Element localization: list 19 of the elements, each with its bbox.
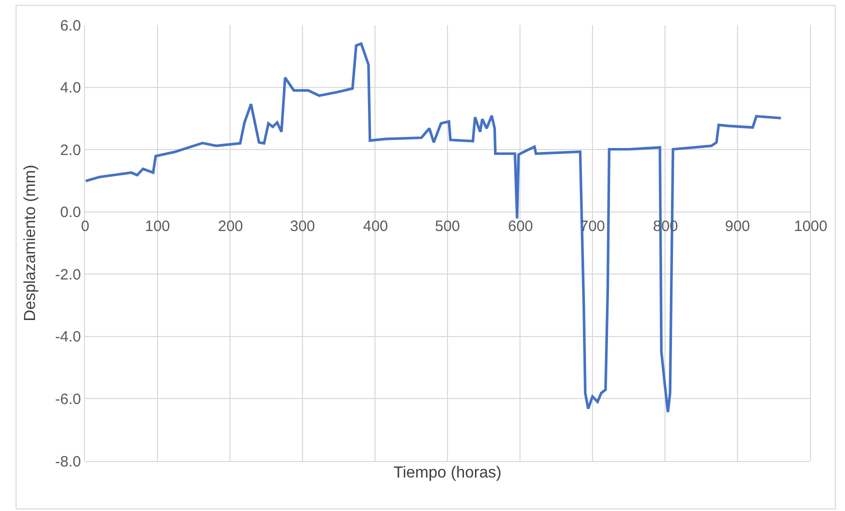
y-tick-label: -8.0 (55, 453, 81, 470)
y-tick-label: -6.0 (55, 390, 81, 408)
x-tick-label: 1000 (794, 218, 828, 235)
y-tick-label: 2.0 (60, 142, 81, 159)
y-tick-label: 4.0 (60, 80, 81, 97)
x-tick-label: 900 (725, 218, 750, 235)
x-tick-label: 100 (145, 218, 170, 235)
y-tick-label: -2.0 (55, 266, 81, 284)
x-tick-label: 400 (363, 218, 388, 235)
x-tick-label: 0 (81, 218, 90, 235)
y-tick-label: 6.0 (60, 17, 81, 34)
x-tick-label: 600 (508, 218, 534, 235)
x-tick-label: 300 (290, 218, 316, 235)
x-axis-title: Tiempo (horas) (394, 464, 502, 482)
x-tick-label: 200 (218, 218, 244, 235)
y-tick-label: 0.0 (60, 204, 81, 222)
x-tick-label: 500 (435, 218, 460, 235)
y-tick-label: -4.0 (55, 328, 81, 346)
y-axis-title: Desplazamiento (mm) (22, 164, 40, 322)
